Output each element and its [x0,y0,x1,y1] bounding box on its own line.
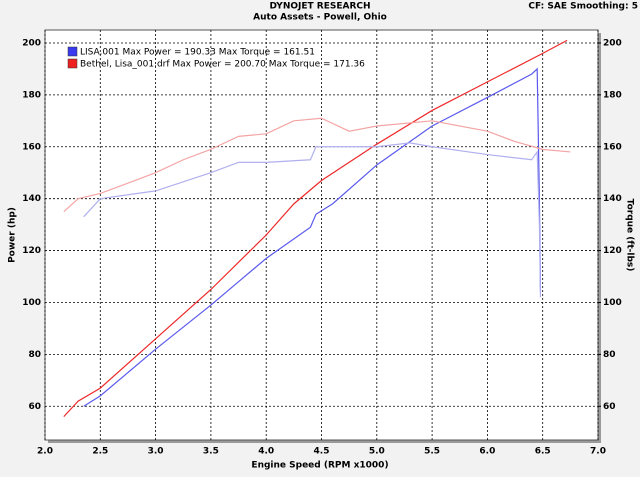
x-axis-label: Engine Speed (RPM x1000) [251,461,388,471]
x-tick-label: 4.0 [258,447,274,457]
y-tick-label: 160 [22,142,41,152]
settings-text: CF: SAE Smoothing: 5 [528,2,638,12]
y2-tick-label: 120 [603,246,622,256]
x-tick-label: 6.0 [479,447,495,457]
x-tick-label: 3.0 [148,447,164,457]
line [83,67,542,407]
legend-label: Bethel, Lisa_001.drf Max Power = 200.70 … [80,60,365,70]
legend-swatch [67,58,78,69]
x-tick-label: 6.5 [535,447,551,457]
x-tick-label: 2.5 [92,447,108,457]
x-tick-label: 7.0 [590,447,606,457]
y2-tick-label: 180 [603,90,622,100]
legend-label: LISA.001 Max Power = 190.33 Max Torque =… [80,48,315,58]
x-tick-label: 4.5 [314,447,330,457]
y2-tick-label: 60 [603,402,616,412]
y-tick-label: 180 [22,90,41,100]
line [83,142,542,298]
y2-tick-label: 100 [603,298,622,308]
x-tick-label: 5.5 [424,447,440,457]
x-tick-label: 3.5 [203,447,219,457]
y2-tick-label: 200 [603,38,622,48]
y-tick-label: 140 [22,194,41,204]
y2-tick-label: 160 [603,142,622,152]
y-tick-label: 120 [22,246,41,256]
x-tick-label: 2.0 [37,447,53,457]
y2-tick-label: 140 [603,194,622,204]
y2-axis-label: Torque (ft-lbs) [625,199,635,272]
y-axis-label: Power (hp) [8,207,18,263]
line [63,117,571,213]
y-tick-label: 80 [28,350,41,360]
y-tick-label: 60 [28,402,41,412]
line [63,39,568,418]
y-tick-label: 100 [22,298,41,308]
chart-title: DYNOJET RESEARCH [269,2,370,12]
y-tick-label: 200 [22,38,41,48]
chart-subtitle: Auto Assets - Powell, Ohio [253,13,387,23]
y2-tick-label: 80 [603,350,616,360]
legend-swatch [67,46,78,57]
x-tick-label: 5.0 [369,447,385,457]
